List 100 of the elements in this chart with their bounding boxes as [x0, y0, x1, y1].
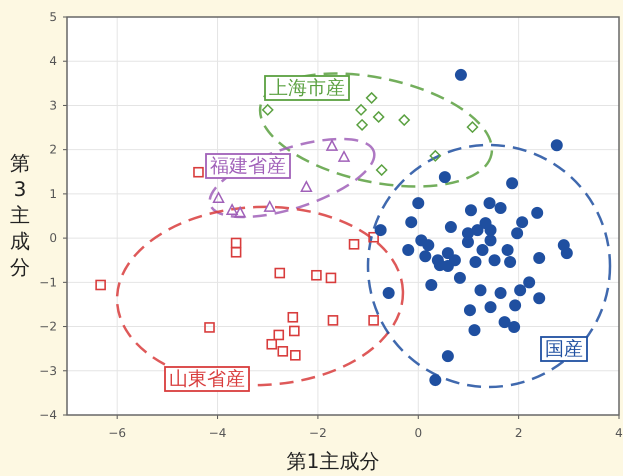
point: [466, 121, 478, 133]
point: [438, 171, 451, 184]
point: [514, 284, 526, 296]
point: [494, 202, 507, 214]
point: [442, 247, 454, 260]
point: [533, 252, 546, 264]
point: [290, 350, 301, 361]
point: [509, 299, 522, 312]
point: [374, 224, 387, 236]
point: [193, 166, 204, 178]
y-tick-label: −2: [39, 320, 57, 334]
point: [511, 227, 524, 240]
x-tick-label: 0: [414, 426, 422, 440]
point: [355, 104, 367, 116]
point: [502, 244, 514, 256]
point: [444, 221, 457, 234]
point: [368, 315, 379, 326]
point: [412, 197, 424, 210]
point: [471, 224, 484, 236]
point: [560, 247, 573, 260]
point: [464, 204, 477, 216]
point: [204, 322, 215, 333]
point: [533, 292, 546, 304]
point: [234, 206, 246, 218]
point: [476, 244, 489, 256]
point: [498, 316, 511, 328]
point: [474, 284, 486, 296]
y-tick-label: 1: [49, 186, 57, 201]
y-tick-label: −3: [39, 364, 57, 378]
point: [405, 216, 418, 228]
y-tick-label: 2: [49, 142, 57, 157]
point: [484, 234, 497, 246]
point: [402, 244, 414, 256]
point: [230, 246, 242, 258]
point: [504, 256, 516, 268]
point: [289, 326, 300, 336]
point: [523, 276, 536, 288]
point: [422, 239, 434, 252]
point: [468, 324, 480, 336]
point: [419, 250, 432, 262]
point: [376, 164, 388, 176]
point: [531, 206, 544, 219]
point: [264, 200, 276, 212]
y-tick-label: 4: [49, 54, 57, 68]
point: [277, 346, 288, 357]
point: [398, 114, 410, 126]
point: [366, 92, 378, 104]
point: [484, 224, 497, 236]
point: [348, 239, 360, 250]
point: [462, 236, 474, 248]
series-label: 国産: [545, 338, 583, 360]
point: [382, 286, 395, 299]
x-tick-label: 4: [615, 426, 623, 440]
point: [274, 268, 286, 278]
point: [288, 312, 298, 323]
point: [326, 272, 336, 284]
point: [425, 278, 438, 291]
point: [430, 150, 442, 162]
series-label: 山東省産: [169, 368, 245, 390]
point: [95, 280, 106, 290]
point: [469, 256, 482, 268]
point: [508, 321, 520, 333]
point: [516, 216, 528, 228]
point: [506, 177, 518, 190]
y-axis-title: 第3主成分: [10, 151, 30, 279]
point: [550, 139, 563, 152]
point: [488, 254, 501, 266]
series-label: 上海市産: [269, 77, 345, 99]
point: [266, 338, 278, 350]
point: [494, 286, 507, 299]
point: [356, 119, 368, 131]
point: [212, 192, 224, 204]
point: [328, 315, 338, 326]
point: [464, 304, 476, 316]
x-tick-label: −2: [309, 426, 327, 440]
series-label: 福建省産: [210, 155, 286, 177]
point: [338, 150, 350, 162]
point: [442, 350, 454, 362]
point: [429, 374, 442, 386]
y-tick-label: −1: [39, 275, 57, 290]
x-tick-label: −6: [108, 426, 126, 440]
point: [372, 111, 384, 123]
point: [226, 204, 238, 215]
y-tick-label: 0: [49, 231, 57, 246]
point: [230, 238, 242, 248]
point: [262, 104, 274, 116]
point: [454, 272, 466, 284]
point: [442, 260, 454, 272]
point: [454, 68, 467, 81]
point: [300, 181, 312, 192]
x-tick-label: −4: [208, 426, 226, 440]
point: [484, 301, 497, 314]
y-tick-label: 3: [49, 98, 57, 112]
point: [273, 330, 284, 340]
point: [368, 232, 379, 243]
x-axis-title: 第1主成分: [286, 449, 380, 473]
y-tick-label: −4: [39, 408, 57, 422]
y-tick-label: 5: [49, 10, 57, 24]
point: [326, 140, 338, 151]
point: [311, 270, 322, 281]
